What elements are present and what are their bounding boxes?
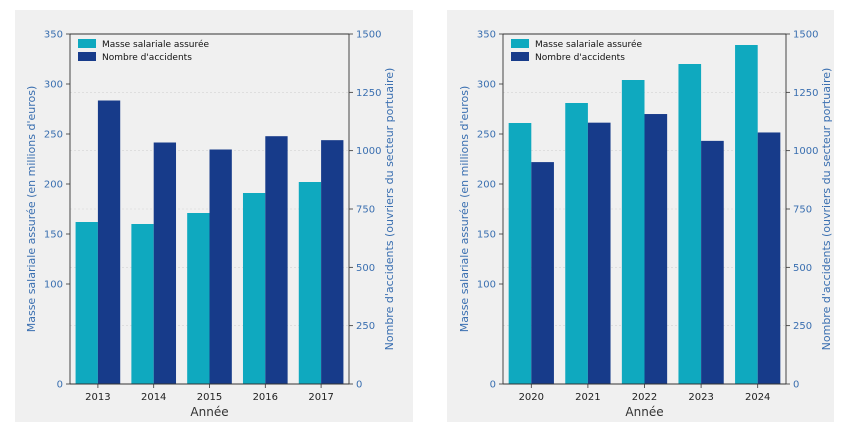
x-tick-label: 2013 <box>85 392 110 403</box>
chart-2020-2024: 2020 2021 2022 2023 2024 0 100 150 200 250 300 350 0… <box>458 30 833 420</box>
x-tick-label: 2016 <box>253 392 278 403</box>
x-tick-label: 2022 <box>632 392 657 403</box>
legend-label-payroll: Masse salariale assurée <box>535 39 643 50</box>
y-axis-title-left: Masse salariale assurée (en millions d'e… <box>458 86 471 333</box>
bar-accidents-2015 <box>209 149 232 384</box>
x-axis-title: Année <box>625 405 663 419</box>
legend-swatch-payroll <box>511 39 529 48</box>
y-tick-label-right: 1000 <box>793 146 818 157</box>
y-tick-label-left: 350 <box>44 30 63 41</box>
x-tick-label: 2023 <box>688 392 713 403</box>
bar-accidents-2014 <box>153 142 177 384</box>
bar-accidents-2013 <box>97 100 121 384</box>
y-tick-label-left: 200 <box>477 180 496 191</box>
y-tick-label-right: 0 <box>356 380 362 391</box>
bar-payroll-2016 <box>242 193 266 384</box>
chart-2013-2017: 2013 2014 2015 2016 2017 0 100 150 200 250 300 350 0… <box>25 30 396 420</box>
y-tick-label-left: 350 <box>477 30 496 41</box>
chart-panel-left: 2013 2014 2015 2016 2017 0 100 150 200 250 300 350 0… <box>15 10 413 422</box>
y-tick-label-right: 0 <box>793 380 799 391</box>
y-tick-label-right: 750 <box>793 205 812 216</box>
y-tick-label-right: 500 <box>793 263 812 274</box>
legend-swatch-accidents <box>511 52 529 61</box>
x-tick-label: 2015 <box>197 392 222 403</box>
bar-payroll-2014 <box>131 224 154 384</box>
bar-payroll-2013 <box>75 222 98 384</box>
y-axis-title-right: Nombre d'accidents (ouvriers du secteur … <box>383 68 396 351</box>
bar-accidents-2022 <box>644 114 668 385</box>
y-tick-label-left: 150 <box>44 230 63 241</box>
bar-payroll-2015 <box>187 213 210 384</box>
y-tick-label-left: 100 <box>477 280 496 291</box>
y-tick-label-left: 0 <box>490 380 496 391</box>
y-tick-label-left: 250 <box>44 130 63 141</box>
y-tick-label-left: 0 <box>57 380 63 391</box>
x-axis-title: Année <box>190 405 228 419</box>
y-tick-label-right: 1250 <box>793 88 818 99</box>
y-tick-label-left: 300 <box>477 80 496 91</box>
bar-accidents-2021 <box>587 122 611 385</box>
legend-swatch-accidents <box>78 52 96 61</box>
bar-payroll-2022 <box>621 80 645 384</box>
x-tick-label: 2020 <box>519 392 544 403</box>
bar-payroll-2023 <box>678 64 702 384</box>
y-tick-label-right: 1000 <box>356 146 381 157</box>
y-tick-label-left: 250 <box>477 130 496 141</box>
bar-payroll-2020 <box>508 123 532 384</box>
bar-accidents-2023 <box>701 140 724 384</box>
x-tick-label: 2017 <box>308 392 333 403</box>
x-tick-label: 2024 <box>745 392 770 403</box>
bar-accidents-2016 <box>265 136 288 384</box>
y-tick-label-right: 500 <box>356 263 375 274</box>
bar-payroll-2017 <box>298 182 322 384</box>
y-axis-title-left: Masse salariale assurée (en millions d'e… <box>25 86 38 333</box>
legend-swatch-payroll <box>78 39 96 48</box>
bar-accidents-2024 <box>757 132 781 384</box>
y-tick-label-right: 1250 <box>356 88 381 99</box>
y-tick-label-left: 200 <box>44 180 63 191</box>
y-tick-label-left: 300 <box>44 80 63 91</box>
y-axis-title-right: Nombre d'accidents (ouvriers du secteur … <box>820 68 833 351</box>
y-tick-label-right: 250 <box>356 321 375 332</box>
y-tick-label-right: 750 <box>356 205 375 216</box>
x-tick-label: 2021 <box>575 392 600 403</box>
legend-label-accidents: Nombre d'accidents <box>535 53 625 63</box>
y-tick-label-right: 1500 <box>793 30 818 41</box>
chart-panel-right: 2020 2021 2022 2023 2024 0 100 150 200 250 300 350 0… <box>447 10 834 422</box>
y-tick-label-left: 150 <box>477 230 496 241</box>
x-tick-label: 2014 <box>141 392 166 403</box>
bar-accidents-2017 <box>321 140 344 384</box>
legend-label-payroll: Masse salariale assurée <box>102 39 210 50</box>
y-tick-label-left: 100 <box>44 280 63 291</box>
legend-label-accidents: Nombre d'accidents <box>102 53 192 63</box>
bar-payroll-2021 <box>565 103 588 384</box>
bar-accidents-2020 <box>531 162 554 384</box>
y-tick-label-right: 250 <box>793 321 812 332</box>
y-tick-label-right: 1500 <box>356 30 381 41</box>
bar-payroll-2024 <box>735 45 758 384</box>
